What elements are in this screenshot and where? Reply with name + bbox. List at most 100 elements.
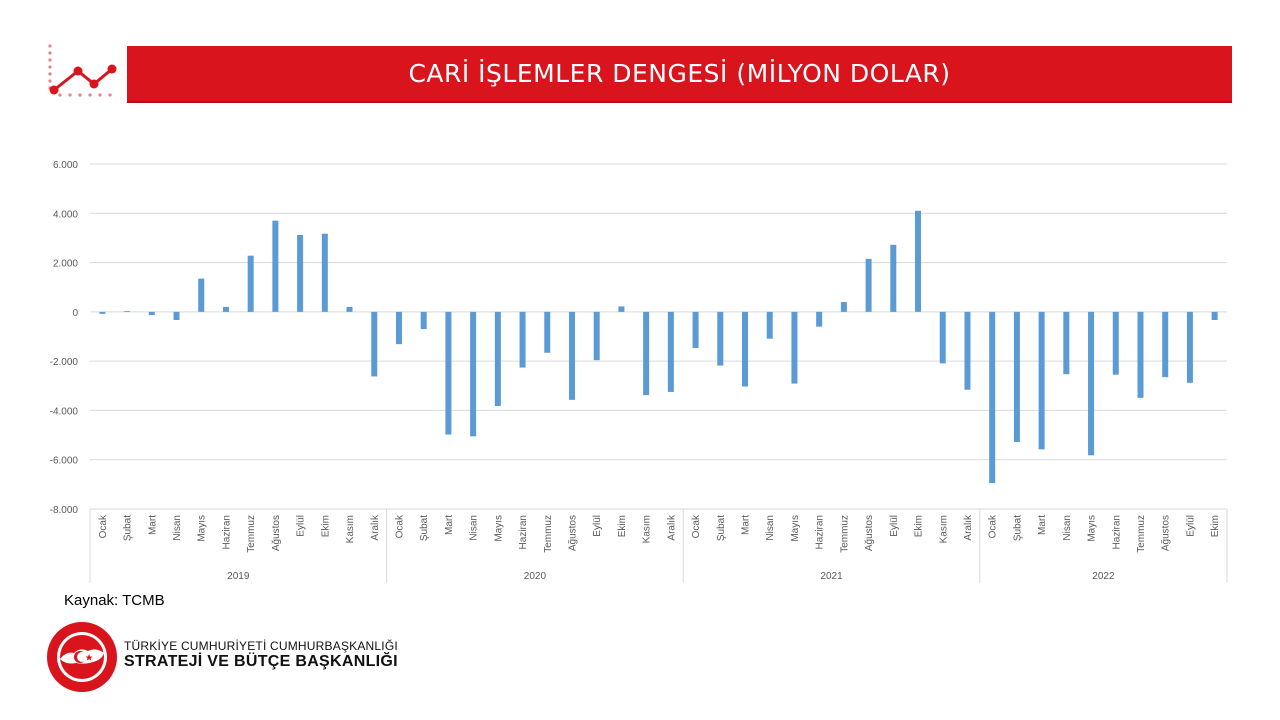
x-tick-label: Kasım [345, 515, 356, 543]
bar [272, 220, 279, 312]
x-tick-label: Ekim [914, 515, 925, 537]
sbb-seal-logo [47, 622, 117, 692]
bar [1063, 311, 1070, 375]
x-tick-label: Haziran [815, 515, 826, 549]
bar [1112, 311, 1119, 375]
bar [766, 311, 773, 339]
bar [1013, 311, 1020, 442]
x-tick-label: Haziran [221, 515, 232, 549]
x-tick-label: Ocak [98, 514, 109, 538]
bar [791, 311, 798, 384]
year-label: 2022 [1092, 571, 1115, 582]
x-tick-label: Aralık [963, 514, 974, 541]
bar [148, 311, 155, 316]
x-tick-label: Mart [741, 515, 752, 535]
bar [618, 306, 625, 312]
bar [915, 210, 922, 312]
x-tick-label: Haziran [1111, 515, 1122, 549]
org-name-line1: TÜRKİYE CUMHURİYETİ CUMHURBAŞKANLIĞI [124, 639, 398, 653]
bar [371, 311, 378, 377]
x-tick-label: Mayıs [790, 515, 801, 542]
bar [1088, 311, 1095, 456]
x-tick-label: Ocak [988, 514, 999, 538]
bar [816, 311, 823, 327]
bar [1186, 311, 1193, 383]
x-tick-label: Nisan [1062, 515, 1073, 541]
bar [1211, 311, 1218, 320]
bar [717, 311, 724, 366]
page-title: CARİ İŞLEMLER DENGESİ (MİLYON DOLAR) [408, 59, 951, 88]
x-tick-label: Mayıs [197, 515, 208, 542]
trend-line-icon [48, 44, 117, 97]
x-tick-label: Eylül [592, 515, 603, 537]
x-tick-label: Aralık [370, 514, 381, 541]
x-tick-label: Eylül [889, 515, 900, 537]
bar [1137, 311, 1144, 398]
bar [198, 278, 205, 312]
bars [99, 210, 1218, 484]
x-tick-label: Aralık [666, 514, 677, 541]
bar [321, 233, 328, 312]
x-tick-label: Temmuz [543, 515, 554, 553]
year-label: 2019 [227, 571, 250, 582]
bar [865, 258, 872, 312]
title-banner: CARİ İŞLEMLER DENGESİ (MİLYON DOLAR) [127, 46, 1232, 103]
bar [939, 311, 946, 364]
x-tick-label: Nisan [469, 515, 480, 541]
x-tick-label: Ekim [617, 515, 628, 537]
bar [742, 311, 749, 387]
year-label: 2020 [524, 571, 547, 582]
grid-lines [89, 163, 1228, 583]
x-tick-label: Ağustos [864, 515, 875, 551]
x-tick-label: Şubat [123, 515, 134, 541]
bar [445, 311, 452, 435]
bar [297, 234, 304, 312]
bar [1038, 311, 1045, 450]
bar [222, 306, 229, 312]
y-tick-label: 0 [72, 308, 78, 319]
bar [247, 255, 254, 312]
bar [395, 311, 402, 345]
bar [173, 311, 180, 320]
x-tick-label: Ekim [1210, 515, 1221, 537]
bar [1162, 311, 1169, 378]
bar [420, 311, 427, 330]
bar [519, 311, 526, 368]
x-tick-label: Ocak [394, 514, 405, 538]
x-tick-label: Şubat [716, 515, 727, 541]
x-tick-label: Şubat [419, 515, 430, 541]
bar [989, 311, 996, 484]
bar [890, 244, 897, 312]
y-tick-label: 6.000 [53, 160, 78, 171]
x-tick-label: Kasım [938, 515, 949, 543]
bar [346, 306, 353, 312]
x-tick-label: Ekim [320, 515, 331, 537]
x-tick-label: Ağustos [271, 515, 282, 551]
org-name-line2: STRATEJİ VE BÜTÇE BAŞKANLIĞI [124, 653, 398, 670]
y-tick-label: -8.000 [50, 505, 79, 516]
x-tick-label: Eylül [1185, 515, 1196, 537]
x-tick-label: Şubat [1012, 515, 1023, 541]
y-tick-label: -4.000 [50, 406, 79, 417]
bar [964, 311, 971, 390]
x-tick-label: Mayıs [1087, 515, 1098, 542]
bar [643, 311, 650, 396]
bar [667, 311, 674, 392]
x-tick-label: Ocak [691, 514, 702, 538]
x-tick-label: Ağustos [567, 515, 578, 551]
x-tick-label: Temmuz [839, 515, 850, 553]
bar [470, 311, 477, 437]
bar [593, 311, 600, 361]
x-tick-label: Ağustos [1161, 515, 1172, 551]
bar [544, 311, 551, 353]
bar [568, 311, 575, 400]
x-tick-label: Mayıs [493, 515, 504, 542]
x-tick-label: Eylül [296, 515, 307, 537]
bar [840, 302, 847, 312]
y-tick-label: -6.000 [50, 456, 79, 467]
source-note: Kaynak: TCMB [64, 592, 165, 609]
x-tick-label: Nisan [172, 515, 183, 541]
x-tick-label: Temmuz [246, 515, 257, 553]
x-tick-label: Mart [147, 515, 158, 535]
